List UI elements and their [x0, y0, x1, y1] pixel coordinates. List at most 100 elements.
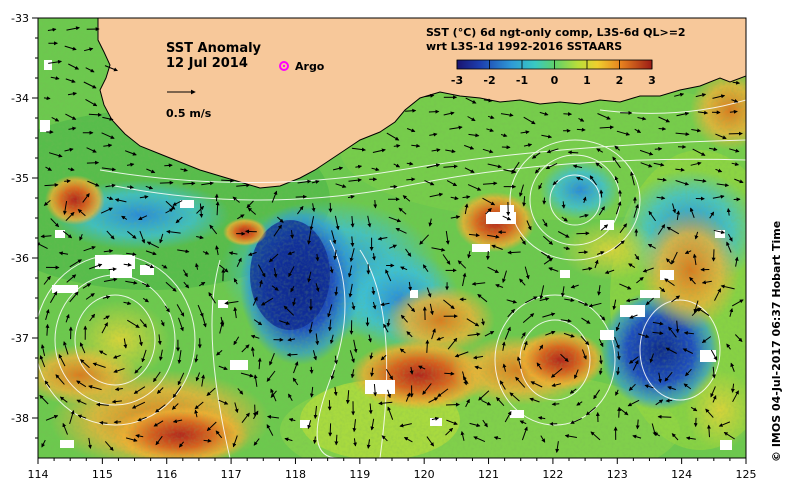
current-vector-arrow: [615, 389, 619, 396]
current-vector-arrow: [683, 331, 694, 336]
current-vector-arrow: [65, 78, 76, 83]
current-vector-arrow: [522, 313, 535, 323]
current-vector-arrow: [578, 301, 589, 306]
current-vector-arrow: [712, 395, 717, 403]
current-vector-arrow: [165, 200, 176, 210]
current-vector-arrow: [82, 193, 90, 203]
current-vector-arrow: [666, 226, 680, 235]
current-vector-arrow: [482, 197, 496, 206]
current-vector-arrow: [616, 351, 621, 361]
current-vector-arrow: [648, 210, 657, 222]
current-vector-arrow: [219, 264, 229, 273]
current-vector-arrow: [473, 436, 486, 443]
current-vector-arrow: [283, 305, 295, 316]
current-vector-arrow: [616, 367, 621, 376]
current-vector-arrow: [597, 285, 602, 296]
current-vector-arrow: [500, 133, 508, 138]
current-vector-arrow: [63, 341, 69, 355]
current-vector-arrow: [160, 319, 165, 327]
current-vector-arrow: [499, 380, 506, 390]
current-vector-arrow: [536, 362, 542, 370]
current-vector-arrow: [502, 270, 507, 283]
current-vector-arrow: [41, 439, 46, 448]
lat-tick-label: -35: [11, 172, 29, 185]
current-vector-arrow: [387, 406, 394, 420]
current-vector-arrow: [44, 183, 59, 187]
current-vector-arrow: [273, 268, 278, 278]
current-vector-arrow: [166, 229, 181, 234]
current-vector-arrow: [653, 162, 665, 167]
current-vector-arrow: [664, 278, 675, 287]
current-vector-arrow: [387, 389, 391, 399]
current-vector-arrow: [270, 390, 277, 398]
current-vector-arrow: [240, 372, 254, 378]
current-vector-arrow: [644, 384, 654, 389]
current-vector-arrow: [253, 410, 259, 420]
current-vector-arrow: [351, 147, 366, 152]
current-vector-arrow: [428, 397, 439, 403]
current-vector-arrow: [502, 215, 512, 221]
current-vector-arrow: [730, 383, 735, 393]
current-vector-arrow: [585, 406, 596, 416]
current-vector-arrow: [617, 406, 622, 418]
current-vector-arrow: [464, 167, 475, 173]
current-vector-arrow: [333, 249, 338, 260]
current-vector-arrow: [530, 381, 543, 388]
current-vector-arrow: [69, 291, 79, 303]
current-vector-arrow: [574, 369, 579, 380]
current-vector-arrow: [55, 374, 65, 385]
current-vector-arrow: [45, 414, 59, 421]
current-vector-arrow: [127, 231, 137, 239]
current-vector-arrow: [582, 196, 587, 203]
current-vector-arrow: [537, 416, 546, 421]
current-vector-arrow: [467, 116, 476, 122]
current-vector-arrow: [576, 401, 583, 406]
current-vector-arrow: [180, 167, 188, 172]
current-vector-arrow: [523, 116, 536, 125]
current-vector-arrow: [292, 377, 299, 386]
current-vector-arrow: [377, 236, 388, 241]
current-vector-arrow: [79, 342, 86, 354]
current-vector-arrow: [236, 257, 242, 268]
current-vector-arrow: [159, 180, 174, 185]
current-vector-arrow: [483, 98, 493, 103]
current-vector-arrow: [353, 438, 358, 447]
current-vector-arrow: [62, 230, 73, 239]
current-vector-arrow: [146, 168, 156, 174]
current-vector-arrow: [615, 322, 621, 332]
current-vector-arrow: [141, 349, 147, 363]
current-vector-arrow: [484, 330, 495, 337]
current-vector-arrow: [271, 190, 278, 203]
current-vector-arrow: [158, 349, 163, 361]
current-vector-arrow: [307, 420, 312, 430]
current-vector-arrow: [431, 416, 440, 421]
current-vector-arrow: [48, 152, 63, 158]
current-vector-arrow: [526, 220, 532, 231]
current-vector-arrow: [633, 203, 639, 218]
current-vector-arrow: [153, 420, 164, 427]
current-vector-arrow: [194, 401, 204, 410]
current-vector-arrow: [485, 250, 490, 261]
current-vector-arrow: [426, 287, 432, 298]
current-vector-arrow: [481, 399, 492, 406]
current-vector-arrow: [67, 91, 77, 96]
current-vector-arrow: [288, 266, 295, 278]
current-vector-arrow: [538, 182, 543, 190]
current-vector-arrow: [82, 283, 92, 289]
current-vector-arrow: [378, 401, 393, 406]
current-vector-arrow: [215, 430, 223, 439]
current-vector-arrow: [111, 399, 122, 404]
current-vector-arrow: [141, 282, 151, 288]
current-vector-arrow: [268, 253, 279, 263]
current-vector-arrow: [308, 321, 313, 334]
current-vector-arrow: [712, 94, 726, 99]
current-vector-arrow: [85, 293, 95, 300]
current-vector-arrow: [637, 116, 647, 121]
current-vector-arrow: [652, 331, 664, 336]
current-vector-arrow: [683, 383, 692, 390]
current-vector-arrow: [572, 164, 583, 169]
current-vector-arrow: [177, 350, 182, 364]
current-vector-arrow: [39, 394, 49, 405]
current-vector-arrow: [519, 278, 526, 286]
